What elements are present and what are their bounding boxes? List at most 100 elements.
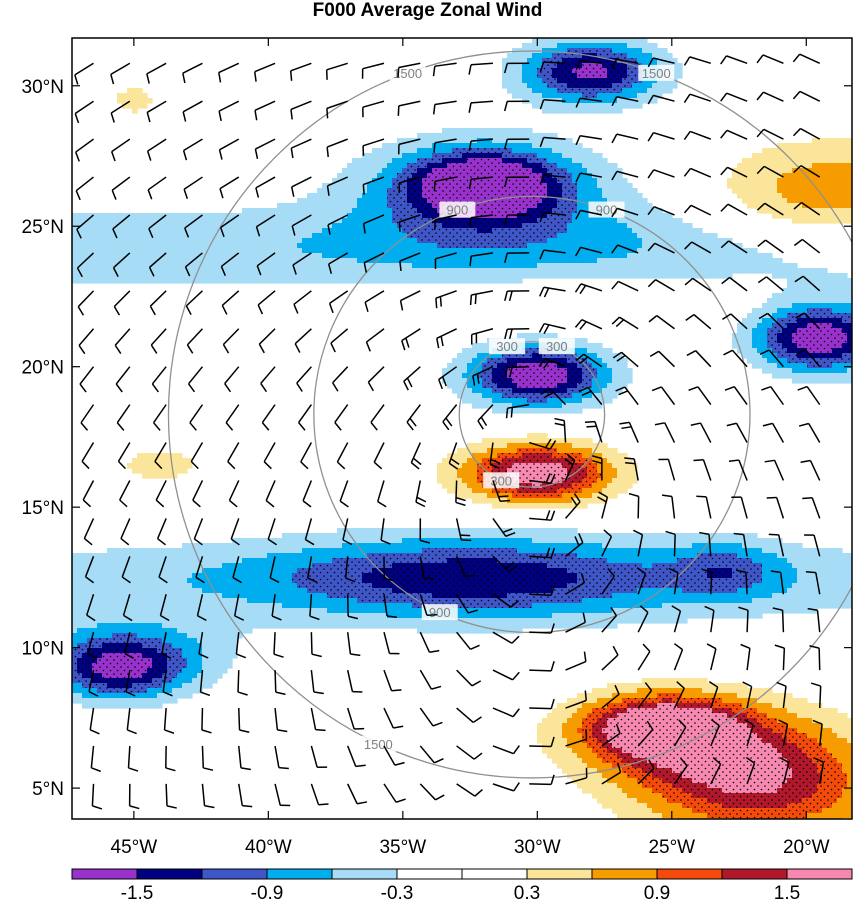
field-cell bbox=[307, 253, 313, 259]
field-cell bbox=[377, 238, 383, 244]
field-cell bbox=[557, 398, 563, 404]
field-cell bbox=[752, 263, 758, 269]
field-cell bbox=[417, 143, 423, 149]
field-cell bbox=[697, 263, 703, 269]
field-cell bbox=[552, 238, 558, 244]
field-cell bbox=[752, 258, 758, 264]
field-cell bbox=[647, 258, 653, 264]
field-cell bbox=[662, 263, 668, 269]
field-cell bbox=[737, 323, 743, 329]
field-cell bbox=[537, 133, 543, 139]
field-cell bbox=[822, 143, 828, 149]
field-cell bbox=[577, 153, 583, 159]
field-cell bbox=[577, 493, 583, 499]
field-cell bbox=[707, 268, 713, 274]
field-cell bbox=[782, 153, 788, 159]
field-cell bbox=[577, 98, 583, 104]
field-cell bbox=[532, 248, 538, 254]
field-cell bbox=[187, 263, 193, 269]
field-cell bbox=[407, 143, 413, 149]
field-cell bbox=[657, 93, 663, 99]
field-cell bbox=[407, 153, 413, 159]
field-cell bbox=[797, 183, 803, 189]
field-cell bbox=[602, 448, 608, 454]
field-cell bbox=[672, 258, 678, 264]
field-cell bbox=[832, 288, 838, 294]
field-cell bbox=[362, 163, 368, 169]
field-cell bbox=[192, 213, 198, 219]
field-cell bbox=[172, 243, 178, 249]
field-cell bbox=[447, 473, 453, 479]
field-cell bbox=[457, 278, 463, 284]
field-cell bbox=[197, 223, 203, 229]
field-cell bbox=[337, 238, 343, 244]
field-cell bbox=[767, 363, 773, 369]
field-cell bbox=[622, 103, 628, 109]
field-cell bbox=[222, 233, 228, 239]
field-cell bbox=[492, 503, 498, 509]
field-cell bbox=[367, 243, 373, 249]
field-cell bbox=[622, 198, 628, 204]
field-cell bbox=[702, 268, 708, 274]
field-cell bbox=[237, 253, 243, 259]
field-cell bbox=[752, 268, 758, 274]
field-cell bbox=[317, 248, 323, 254]
field-cell bbox=[582, 348, 588, 354]
field-cell bbox=[737, 253, 743, 259]
field-cell bbox=[487, 138, 493, 144]
field-cell bbox=[772, 358, 778, 364]
field-cell bbox=[652, 58, 658, 64]
field-cell bbox=[567, 493, 573, 499]
field-cell bbox=[297, 238, 303, 244]
field-cell bbox=[342, 233, 348, 239]
field-cell bbox=[422, 248, 428, 254]
field-cell bbox=[527, 498, 533, 504]
field-cell bbox=[612, 188, 618, 194]
field-cell bbox=[282, 238, 288, 244]
field-cell bbox=[302, 253, 308, 259]
field-cell bbox=[622, 378, 628, 384]
field-cell bbox=[217, 273, 223, 279]
field-cell bbox=[507, 443, 513, 449]
field-cell bbox=[377, 178, 383, 184]
field-cell bbox=[427, 148, 433, 154]
field-cell bbox=[147, 243, 153, 249]
field-cell bbox=[742, 338, 748, 344]
field-cell bbox=[102, 243, 108, 249]
field-cell bbox=[282, 233, 288, 239]
field-cell bbox=[247, 258, 253, 264]
field-cell bbox=[557, 153, 563, 159]
field-cell bbox=[467, 393, 473, 399]
field-cell bbox=[747, 203, 753, 209]
field-cell bbox=[477, 143, 483, 149]
field-cell bbox=[402, 278, 408, 284]
field-cell bbox=[387, 218, 393, 224]
field-cell bbox=[647, 93, 653, 99]
field-cell bbox=[747, 328, 753, 334]
field-cell bbox=[237, 223, 243, 229]
field-cell bbox=[512, 498, 518, 504]
field-cell bbox=[352, 168, 358, 174]
field-cell bbox=[287, 208, 293, 214]
field-cell bbox=[302, 273, 308, 279]
field-cell bbox=[152, 238, 158, 244]
field-cell bbox=[782, 148, 788, 154]
field-cell bbox=[642, 263, 648, 269]
field-cell bbox=[537, 53, 543, 59]
field-cell bbox=[467, 128, 473, 134]
field-cell bbox=[592, 358, 598, 364]
field-cell bbox=[417, 243, 423, 249]
field-cell bbox=[152, 218, 158, 224]
field-cell bbox=[497, 493, 503, 499]
field-cell bbox=[517, 148, 523, 154]
field-cell bbox=[277, 253, 283, 259]
field-cell bbox=[222, 263, 228, 269]
field-cell bbox=[757, 333, 763, 339]
field-cell bbox=[342, 268, 348, 274]
field-cell bbox=[477, 128, 483, 134]
field-cell bbox=[217, 238, 223, 244]
field-cell bbox=[837, 163, 843, 169]
field-cell bbox=[172, 453, 178, 459]
field-cell bbox=[847, 278, 852, 284]
field-cell bbox=[307, 223, 313, 229]
